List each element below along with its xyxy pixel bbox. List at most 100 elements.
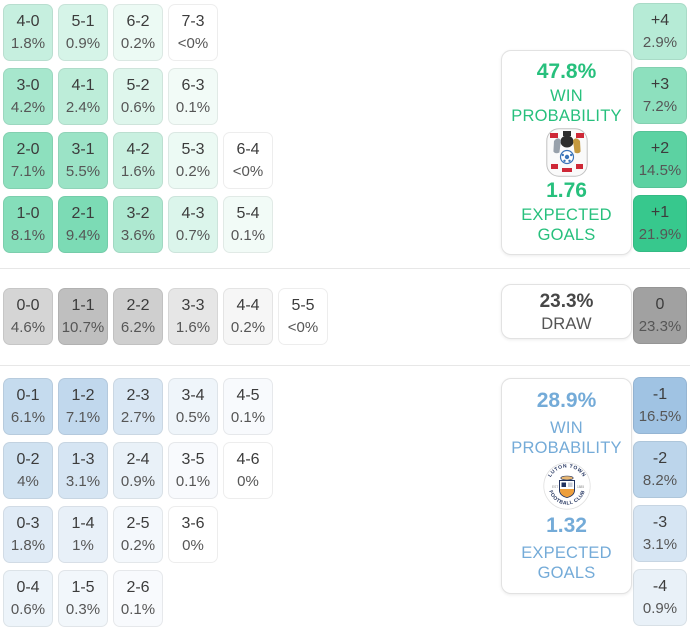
xg-label-line2: GOALS (537, 563, 596, 582)
score-cell: 5-5 <0% (278, 288, 328, 345)
goal-margin-cell: +4 2.9% (633, 3, 687, 60)
probability-label: 9.4% (65, 227, 101, 244)
probability-label: 7.1% (65, 409, 101, 426)
probability-label: 1.6% (175, 319, 211, 336)
probability-label: 0.2% (120, 537, 156, 554)
scoreline-label: 1-2 (71, 387, 95, 404)
score-cell: 4-6 0% (223, 442, 273, 499)
scoreline-label: 3-0 (16, 77, 40, 94)
probability-label: 3.1% (65, 473, 101, 490)
scoreline-label: 1-1 (71, 297, 95, 314)
goal-margin-label: 0 (655, 296, 665, 313)
scoreline-label: 0-4 (16, 579, 40, 596)
probability-label: 6.1% (10, 409, 46, 426)
scoreline-label: 1-5 (71, 579, 95, 596)
score-cell: 2-3 2.7% (113, 378, 163, 435)
xg-label-line2: GOALS (537, 226, 596, 244)
probability-label: 0.1% (230, 409, 266, 426)
probability-label: 16.5% (638, 408, 682, 425)
probability-label: 0.5% (175, 409, 211, 426)
home-win-probability-value: 47.8% (536, 60, 597, 83)
score-cell: 0-3 1.8% (3, 506, 53, 563)
scoreline-label: 0-2 (16, 451, 40, 468)
scoreline-label: 4-4 (236, 297, 260, 314)
score-cell: 1-0 8.1% (3, 196, 53, 253)
probability-label: 4.2% (10, 99, 46, 116)
probability-label: 0.3% (65, 601, 101, 618)
win-label-line1: WIN (550, 418, 583, 437)
scoreline-label: 5-3 (181, 141, 205, 158)
score-row: 2-0 7.1% 3-1 5.5% 4-2 1.6% 5-3 0.2% 6-4 <0% (3, 132, 273, 189)
scoreline-label: 7-3 (181, 13, 205, 30)
win-label-line1: WIN (550, 87, 583, 105)
score-cell: 4-1 2.4% (58, 68, 108, 125)
draw-label: DRAW (541, 314, 592, 333)
goal-margin-label: -1 (652, 386, 668, 403)
probability-label: 2.9% (642, 34, 678, 51)
scoreline-label: 4-2 (126, 141, 150, 158)
score-row: 0-1 6.1% 1-2 7.1% 2-3 2.7% 3-4 0.5% 4-5 0.1% (3, 378, 273, 435)
xg-label-line1: EXPECTED (521, 206, 612, 224)
score-cell: 1-5 0.3% (58, 570, 108, 627)
win-label-line2: PROBABILITY (511, 107, 622, 125)
score-row: 0-2 4% 1-3 3.1% 2-4 0.9% 3-5 0.1% 4-6 0% (3, 442, 273, 499)
score-cell: 0-2 4% (3, 442, 53, 499)
scoreline-label: 0-0 (16, 297, 40, 314)
home-score-grid: 4-0 1.8% 5-1 0.9% 6-2 0.2% 7-3 <0% 3-0 4.2% 4-1 2.4… (3, 4, 273, 260)
score-cell: 2-1 9.4% (58, 196, 108, 253)
score-cell: 7-3 <0% (168, 4, 218, 61)
score-row: 3-0 4.2% 4-1 2.4% 5-2 0.6% 6-3 0.1% (3, 68, 273, 125)
section-divider (0, 268, 690, 269)
scoreline-label: 2-6 (126, 579, 150, 596)
score-cell: 3-3 1.6% (168, 288, 218, 345)
scoreline-label: 5-2 (126, 77, 150, 94)
home-goal-margin-column: +4 2.9% +3 7.2% +2 14.5% +1 21.9% (633, 3, 687, 252)
away-goal-margin-column: -1 16.5% -2 8.2% -3 3.1% -4 0.9% (633, 377, 687, 626)
probability-label: 0.9% (65, 35, 101, 52)
scoreline-label: 2-4 (126, 451, 150, 468)
probability-label: 0.1% (175, 99, 211, 116)
home-expected-goals-value: 1.76 (546, 179, 587, 202)
coventry-city-badge-icon (545, 128, 588, 177)
scoreline-label: 1-0 (16, 205, 40, 222)
probability-label: 7.1% (10, 163, 46, 180)
probability-label: 0.9% (120, 473, 156, 490)
scoreline-label: 5-1 (71, 13, 95, 30)
away-win-probability-label: WIN PROBABILITY (511, 418, 621, 458)
score-cell: 2-5 0.2% (113, 506, 163, 563)
probability-label: 8.1% (10, 227, 46, 244)
probability-label: 0.2% (230, 319, 266, 336)
luton-badge-est: EST (552, 485, 558, 489)
home-win-probability-label: WIN PROBABILITY (511, 86, 621, 126)
score-cell: 3-1 5.5% (58, 132, 108, 189)
probability-label: 14.5% (638, 162, 682, 179)
goal-margin-label: +4 (650, 12, 670, 29)
goal-margin-cell: +2 14.5% (633, 131, 687, 188)
scoreline-label: 2-1 (71, 205, 95, 222)
win-label-line2: PROBABILITY (511, 438, 622, 457)
probability-label: <0% (232, 163, 264, 180)
score-row: 0-4 0.6% 1-5 0.3% 2-6 0.1% (3, 570, 273, 627)
score-cell: 4-2 1.6% (113, 132, 163, 189)
score-row: 1-0 8.1% 2-1 9.4% 3-2 3.6% 4-3 0.7% 5-4 0.1% (3, 196, 273, 253)
score-cell: 5-3 0.2% (168, 132, 218, 189)
score-cell: 0-4 0.6% (3, 570, 53, 627)
probability-label: <0% (287, 319, 319, 336)
scoreline-label: 1-3 (71, 451, 95, 468)
score-cell: 1-3 3.1% (58, 442, 108, 499)
scoreline-label: 3-2 (126, 205, 150, 222)
score-cell: 2-2 6.2% (113, 288, 163, 345)
scoreline-label: 2-0 (16, 141, 40, 158)
luton-badge-year: 1885 (577, 485, 584, 489)
draw-probability-value: 23.3% (539, 290, 594, 312)
scoreline-label: 3-3 (181, 297, 205, 314)
probability-label: 0.2% (175, 163, 211, 180)
score-cell: 3-2 3.6% (113, 196, 163, 253)
away-win-probability-value: 28.9% (536, 389, 597, 413)
probability-label: 7.2% (642, 98, 678, 115)
score-cell: 3-0 4.2% (3, 68, 53, 125)
score-cell: 4-0 1.8% (3, 4, 53, 61)
score-cell: 1-2 7.1% (58, 378, 108, 435)
goal-margin-label: -4 (652, 578, 668, 595)
